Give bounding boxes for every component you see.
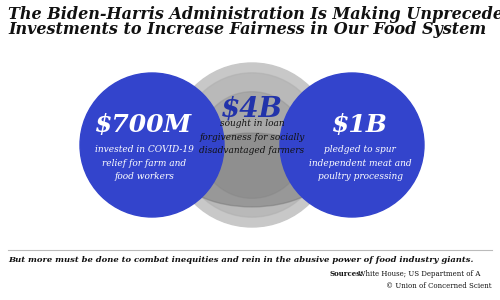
- Text: $4B: $4B: [221, 95, 283, 122]
- Text: invested in COVID-19
relief for farm and
food workers: invested in COVID-19 relief for farm and…: [94, 145, 194, 181]
- Circle shape: [198, 92, 306, 198]
- Text: Sources:: Sources:: [330, 270, 364, 278]
- Ellipse shape: [178, 133, 326, 207]
- Text: pledged to spur
independent meat and
poultry processing: pledged to spur independent meat and pou…: [308, 145, 412, 181]
- Text: The Biden-Harris Administration Is Making Unprecedented: The Biden-Harris Administration Is Makin…: [8, 6, 500, 23]
- Text: $1B: $1B: [332, 113, 388, 137]
- Text: But more must be done to combat inequities and rein in the abusive power of food: But more must be done to combat inequiti…: [8, 256, 473, 264]
- Circle shape: [180, 73, 324, 217]
- Text: $700M: $700M: [96, 113, 192, 137]
- Text: sought in loan
forgiveness for socially
disadvantaged farmers: sought in loan forgiveness for socially …: [200, 119, 304, 155]
- Circle shape: [80, 73, 224, 217]
- Circle shape: [170, 63, 334, 227]
- Text: © Union of Concerned Scient: © Union of Concerned Scient: [386, 282, 492, 290]
- Circle shape: [280, 73, 424, 217]
- Text: Investments to Increase Fairness in Our Food System: Investments to Increase Fairness in Our …: [8, 21, 486, 38]
- Text: White House; US Department of A: White House; US Department of A: [356, 270, 480, 278]
